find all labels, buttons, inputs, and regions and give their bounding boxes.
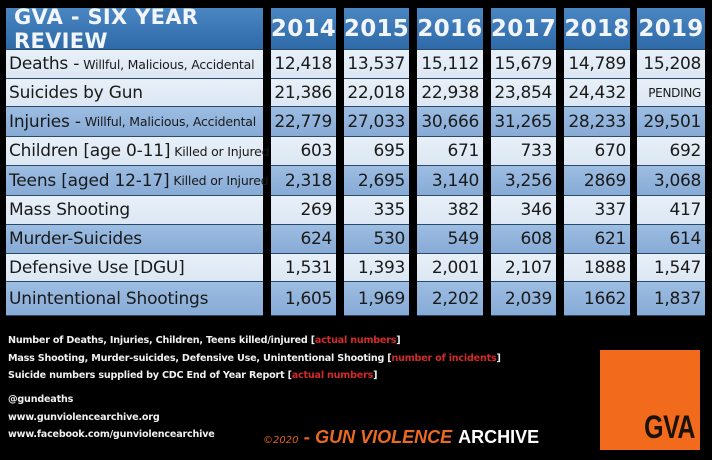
separator: - <box>303 428 311 447</box>
cell: 1888 <box>564 254 630 282</box>
cell: 31,265 <box>491 107 556 137</box>
cell: 2,695 <box>344 166 409 196</box>
footnote: Mass Shooting, Murder-suicides, Defensiv… <box>8 352 501 364</box>
table-title: GVA - SIX YEAR REVIEW <box>6 5 263 53</box>
year-header: 2014 <box>271 8 336 50</box>
footer-brand: ©2020 - GUN VIOLENCE ARCHIVE <box>263 427 539 448</box>
cell: 346 <box>491 196 556 225</box>
cell: 382 <box>417 196 483 225</box>
footnote: Suicide numbers supplied by CDC End of Y… <box>8 370 378 381</box>
cell: 1662 <box>564 282 630 316</box>
cell: 2869 <box>564 166 630 196</box>
row-label-unintentional: Unintentional Shootings <box>6 282 263 316</box>
copyright: ©2020 <box>263 435 299 446</box>
row-label-injuries: Injuries - Willful, Malicious, Accidental <box>6 107 263 137</box>
cell: 15,208 <box>637 50 705 79</box>
cell: 2,107 <box>491 254 556 282</box>
brand-name-colored: GUN VIOLENCE <box>315 427 453 447</box>
cell: 337 <box>564 196 630 225</box>
pending-cell: PENDING <box>637 79 705 107</box>
cell: 30,666 <box>417 107 483 137</box>
cell: 22,018 <box>344 79 409 107</box>
footnotes: Number of Deaths, Injuries, Children, Te… <box>8 332 501 385</box>
cell: 692 <box>637 137 705 166</box>
cell: 549 <box>417 225 483 254</box>
cell: 1,837 <box>637 282 705 316</box>
cell: 695 <box>344 137 409 166</box>
row-label-children: Children [age 0-11] Killed or Injured <box>6 137 270 166</box>
cell: 15,112 <box>417 50 483 79</box>
cell: 22,938 <box>417 79 483 107</box>
cell: 670 <box>564 137 630 166</box>
row-label-teens: Teens [aged 12-17] Killed or Injured <box>6 166 269 196</box>
row-label-mass-shooting: Mass Shooting <box>6 196 263 225</box>
cell: 2,318 <box>271 166 336 196</box>
row-label-murder-suicides: Murder-Suicides <box>6 225 263 254</box>
cell: 417 <box>637 196 705 225</box>
social-links: @gundeaths www.gunviolencearchive.org ww… <box>8 391 215 444</box>
cell: 269 <box>271 196 336 225</box>
row-label-defensive-use: Defensive Use [DGU] <box>6 254 263 282</box>
facebook-link[interactable]: www.facebook.com/gunviolencearchive <box>8 429 215 440</box>
cell: 614 <box>637 225 705 254</box>
cell: 29,501 <box>637 107 705 137</box>
cell: 2,202 <box>417 282 483 316</box>
cell: 1,531 <box>271 254 336 282</box>
year-header: 2017 <box>491 8 556 50</box>
cell: 28,233 <box>564 107 630 137</box>
cell: 27,033 <box>344 107 409 137</box>
cell: 13,537 <box>344 50 409 79</box>
cell: 608 <box>491 225 556 254</box>
row-label-deaths: Deaths - Willful, Malicious, Accidental <box>6 50 263 79</box>
website-link[interactable]: www.gunviolencearchive.org <box>8 411 160 423</box>
cell: 335 <box>344 196 409 225</box>
cell: 12,418 <box>271 50 336 79</box>
gva-logo: GVA <box>600 350 700 450</box>
logo-text: GVA <box>644 409 695 446</box>
cell: 2,039 <box>491 282 556 316</box>
cell: 21,386 <box>271 79 336 107</box>
brand-name-white: ARCHIVE <box>458 427 540 447</box>
cell: 3,140 <box>417 166 483 196</box>
cell: 1,393 <box>344 254 409 282</box>
cell: 1,547 <box>637 254 705 282</box>
row-label-suicides: Suicides by Gun <box>6 79 263 107</box>
year-header: 2015 <box>344 8 409 50</box>
cell: 530 <box>344 225 409 254</box>
cell: 1,969 <box>344 282 409 316</box>
year-header: 2016 <box>417 8 483 50</box>
cell: 603 <box>271 137 336 166</box>
cell: 733 <box>491 137 556 166</box>
cell: 671 <box>417 137 483 166</box>
cell: 14,789 <box>564 50 630 79</box>
cell: 3,256 <box>491 166 556 196</box>
cell: 1,605 <box>271 282 336 316</box>
cell: 621 <box>564 225 630 254</box>
footnote: Number of Deaths, Injuries, Children, Te… <box>8 335 401 346</box>
cell: 24,432 <box>564 79 630 107</box>
cell: 3,068 <box>637 166 705 196</box>
twitter-handle[interactable]: @gundeaths <box>8 394 74 405</box>
year-header: 2019 <box>637 8 705 50</box>
cell: 2,001 <box>417 254 483 282</box>
year-header: 2018 <box>564 8 630 50</box>
cell: 23,854 <box>491 79 556 107</box>
cell: 15,679 <box>491 50 556 79</box>
cell: 624 <box>271 225 336 254</box>
cell: 22,779 <box>271 107 336 137</box>
